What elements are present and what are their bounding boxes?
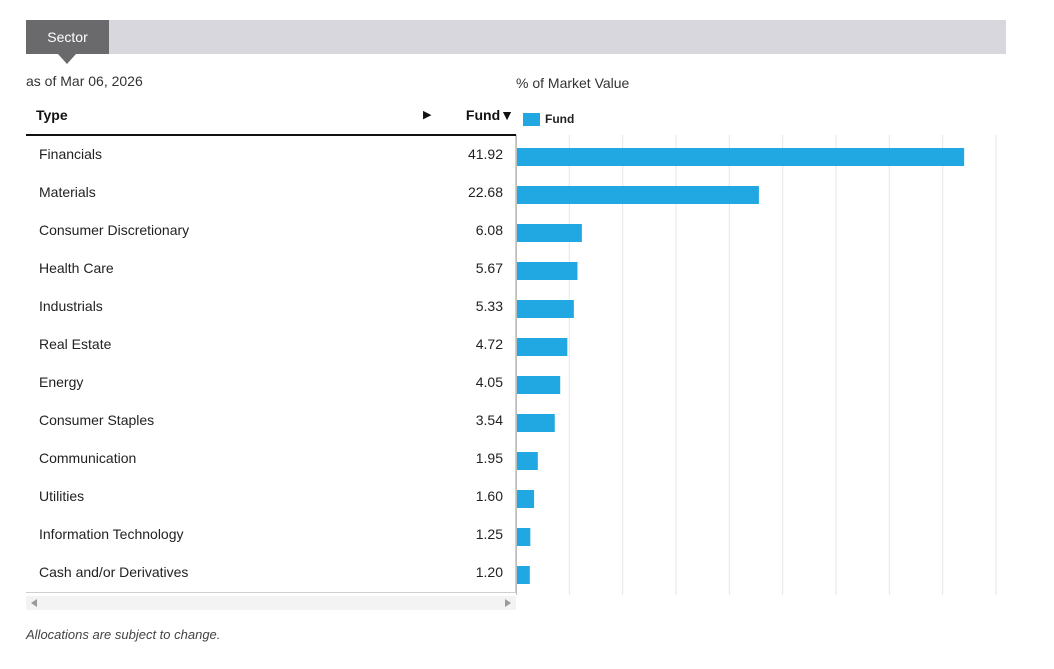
sector-weight: 4.72 [475, 336, 503, 352]
table-row: Materials 22.68 [26, 174, 515, 212]
bar-energy[interactable] [517, 376, 561, 394]
sector-weight: 5.33 [475, 298, 503, 314]
sort-desc-icon: ▼ [500, 107, 514, 123]
table-row: Financials 41.92 [26, 136, 515, 174]
sector-name: Health Care [39, 260, 114, 276]
tab-sector[interactable]: Sector [26, 20, 109, 64]
sector-name: Financials [39, 146, 103, 162]
sector-name: Real Estate [39, 336, 112, 352]
chart-title: % of Market Value [516, 75, 630, 91]
bar-cash-and-or-derivatives[interactable] [517, 566, 530, 584]
sector-weight: 41.92 [467, 146, 503, 162]
fund-header-label: Fund [465, 107, 501, 123]
sector-weight: 1.20 [475, 564, 503, 580]
scroll-right-icon[interactable] [505, 599, 511, 607]
sector-name: Materials [39, 184, 96, 200]
table-body: Financials 41.92 Materials 22.68 Consumer Di… [26, 136, 516, 593]
table-row: Energy 4.05 [26, 364, 515, 402]
as-of-date: as of Mar 06, 2026 [26, 73, 143, 89]
bar-health-care[interactable] [517, 262, 578, 280]
bar-communication[interactable] [517, 452, 538, 470]
sector-name: Utilities [39, 488, 85, 504]
sector-name: Cash and/or Derivatives [39, 564, 189, 580]
fund-column-header[interactable]: Fund▼ [466, 107, 514, 123]
type-column-header[interactable]: Type [36, 107, 68, 123]
table-row: Information Technology 1.25 [26, 516, 515, 554]
bar-materials[interactable] [517, 186, 759, 204]
table-row: Real Estate 4.72 [26, 326, 515, 364]
bar-real-estate[interactable] [517, 338, 568, 356]
sector-weight: 5.67 [475, 260, 503, 276]
sector-weight: 1.95 [475, 450, 503, 466]
sector-name: Consumer Staples [39, 412, 155, 428]
sector-name: Communication [39, 450, 137, 466]
table-row: Health Care 5.67 [26, 250, 515, 288]
sector-name: Information Technology [39, 526, 184, 542]
sector-name: Energy [39, 374, 84, 390]
sector-weight: 22.68 [467, 184, 503, 200]
scroll-left-icon[interactable] [31, 599, 37, 607]
bar-consumer-staples[interactable] [517, 414, 555, 432]
allocation-note: Allocations are subject to change. [26, 627, 221, 642]
sector-weight: 1.25 [475, 526, 503, 542]
sector-name: Industrials [39, 298, 103, 314]
bar-consumer-discretionary[interactable] [517, 224, 582, 242]
legend-label-fund: Fund [545, 112, 575, 126]
tab-sector-label: Sector [47, 29, 88, 45]
sector-weight: 3.54 [475, 412, 503, 428]
bar-utilities[interactable] [517, 490, 535, 508]
scroll-right-arrow-icon[interactable]: ▶ [423, 109, 432, 121]
table-row: Industrials 5.33 [26, 288, 515, 326]
chart-legend[interactable]: Fund [523, 112, 574, 126]
bar-industrials[interactable] [517, 300, 574, 318]
bar-information-technology[interactable] [517, 528, 531, 546]
table-row: Communication 1.95 [26, 440, 515, 478]
table-row: Consumer Discretionary 6.08 [26, 212, 515, 250]
tab-bar: Sector [26, 20, 1006, 64]
sector-weight: 4.05 [475, 374, 503, 390]
horizontal-scrollbar[interactable] [26, 596, 516, 610]
table-header: Type ▶ Fund▼ [26, 96, 516, 136]
sector-weight: 6.08 [475, 222, 503, 238]
sector-name: Consumer Discretionary [39, 222, 190, 238]
table-row: Utilities 1.60 [26, 478, 515, 516]
bar-chart [516, 135, 997, 595]
sector-weight: 1.60 [475, 488, 503, 504]
legend-swatch-fund [523, 112, 540, 126]
table-row: Consumer Staples 3.54 [26, 402, 515, 440]
sector-table: Type ▶ Fund▼ Financials 41.92 Materials 22.… [26, 96, 516, 593]
table-row: Cash and/or Derivatives 1.20 [26, 554, 515, 592]
bar-financials[interactable] [517, 148, 965, 166]
